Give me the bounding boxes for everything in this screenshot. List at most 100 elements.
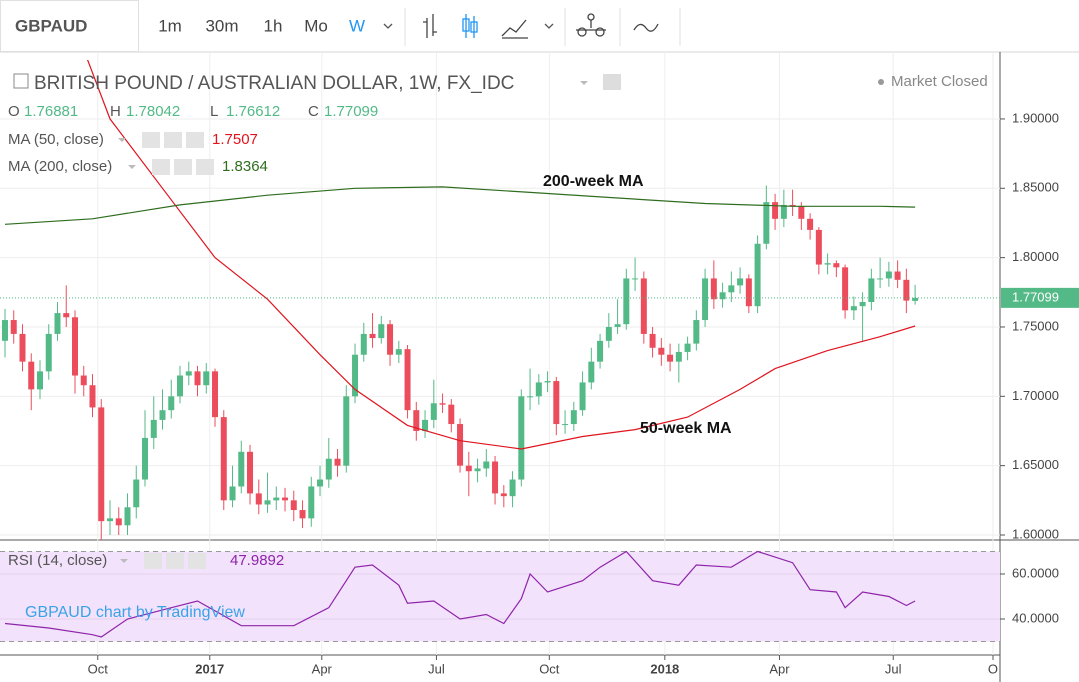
indicator-button[interactable] — [164, 132, 182, 148]
candle-body — [912, 297, 919, 301]
area-style-icon[interactable] — [501, 19, 528, 39]
interval-button[interactable]: W — [349, 16, 365, 35]
indicator-button[interactable] — [186, 132, 204, 148]
candle-body — [107, 518, 114, 522]
candle-body — [352, 354, 359, 397]
candle-body — [737, 278, 744, 286]
indicator-button[interactable] — [188, 553, 206, 569]
candle-body — [203, 371, 210, 386]
ohlc-label: L — [210, 103, 218, 120]
candle-body — [395, 349, 402, 355]
candle-body — [308, 486, 315, 519]
candle-body — [728, 285, 735, 293]
candle-body — [334, 458, 341, 466]
indicator-button[interactable] — [196, 159, 214, 175]
candle-body — [343, 396, 350, 466]
candle-body — [632, 278, 639, 280]
symbol-box[interactable] — [0, 0, 139, 52]
candle-body — [194, 371, 201, 386]
candle-body — [422, 419, 429, 431]
interval-button[interactable]: Mo — [304, 16, 328, 35]
moving-average — [87, 60, 916, 450]
indicator-button[interactable] — [174, 159, 192, 175]
ohlc-value: 1.78042 — [126, 103, 180, 120]
candle-body — [299, 510, 306, 519]
candle-body — [80, 375, 87, 386]
ohlc-label: H — [110, 103, 121, 120]
indicator-menu[interactable] — [128, 165, 136, 169]
y-tick-label: 60.0000 — [1012, 565, 1059, 580]
candle-body — [71, 317, 78, 376]
candle-body — [325, 458, 332, 480]
interval-button[interactable]: 1m — [158, 16, 182, 35]
title-menu[interactable] — [580, 81, 588, 85]
style-menu[interactable] — [544, 23, 554, 29]
candle-body — [553, 381, 560, 425]
candle-body — [579, 382, 586, 411]
candle-body — [229, 486, 236, 501]
visibility-icon[interactable] — [603, 74, 621, 90]
chart-title: BRITISH POUND / AUSTRALIAN DOLLAR, 1W, F… — [34, 73, 514, 94]
candle-body — [500, 493, 507, 497]
candle-body — [833, 263, 840, 268]
candle-body — [369, 333, 376, 339]
candle-body — [168, 396, 175, 411]
x-tick-label: Apr — [312, 661, 333, 676]
compare-icon[interactable] — [633, 23, 659, 32]
last-price-box — [1001, 287, 1079, 308]
indicator-button[interactable] — [152, 159, 170, 175]
candle-body — [544, 381, 551, 383]
candle-body — [404, 349, 411, 411]
symbol[interactable]: GBPAUD — [15, 16, 87, 35]
candle-body — [527, 396, 534, 398]
indicator-menu[interactable] — [120, 559, 128, 563]
indicator-button[interactable] — [166, 553, 184, 569]
y-tick-label: 1.90000 — [1012, 110, 1059, 125]
candle-body — [255, 493, 262, 505]
y-tick-label: 1.65000 — [1012, 457, 1059, 472]
candle-body — [675, 351, 682, 362]
interval-menu[interactable] — [383, 23, 393, 29]
toolbar — [0, 0, 1079, 52]
candle-body — [702, 278, 709, 321]
candle-body — [614, 324, 621, 327]
indicator-button[interactable] — [144, 553, 162, 569]
candle-body — [640, 278, 647, 334]
candle-body — [220, 417, 227, 501]
indicators-icon[interactable] — [576, 13, 606, 37]
moving-average — [4, 186, 916, 225]
indicator-menu[interactable] — [118, 138, 126, 142]
candle-body — [360, 333, 367, 355]
candle-body — [772, 202, 779, 219]
candle-body — [518, 396, 525, 480]
candle-body — [903, 279, 910, 301]
candle-body — [98, 407, 105, 522]
candle-body — [238, 451, 245, 487]
candle-body — [710, 278, 717, 300]
candle-body — [45, 333, 52, 372]
candle-body — [719, 292, 726, 300]
candle-body — [133, 479, 140, 508]
candle-body — [290, 500, 297, 511]
indicator-button[interactable] — [142, 132, 160, 148]
interval-button[interactable]: 30m — [205, 16, 238, 35]
ohlc-value: 1.77099 — [324, 103, 378, 120]
ohlc-value: 1.76881 — [24, 103, 78, 120]
indicator-value: 1.8364 — [222, 158, 268, 175]
candle-body — [658, 347, 665, 355]
candle-body — [282, 497, 289, 501]
bar-style-icon[interactable] — [423, 14, 437, 38]
candle-body — [684, 343, 691, 352]
candle-body — [36, 371, 43, 390]
candle-body — [807, 218, 814, 230]
y-tick-label: 1.85000 — [1012, 180, 1059, 195]
y-tick-label: 1.60000 — [1012, 526, 1059, 541]
watermark: GBPAUD chart by TradingView — [25, 604, 245, 621]
status-dot — [878, 79, 884, 85]
candle-style-icon[interactable] — [462, 14, 478, 38]
candle-body — [649, 333, 656, 348]
candle-body — [150, 419, 157, 438]
candle-body — [535, 382, 542, 397]
interval-button[interactable]: 1h — [264, 16, 283, 35]
